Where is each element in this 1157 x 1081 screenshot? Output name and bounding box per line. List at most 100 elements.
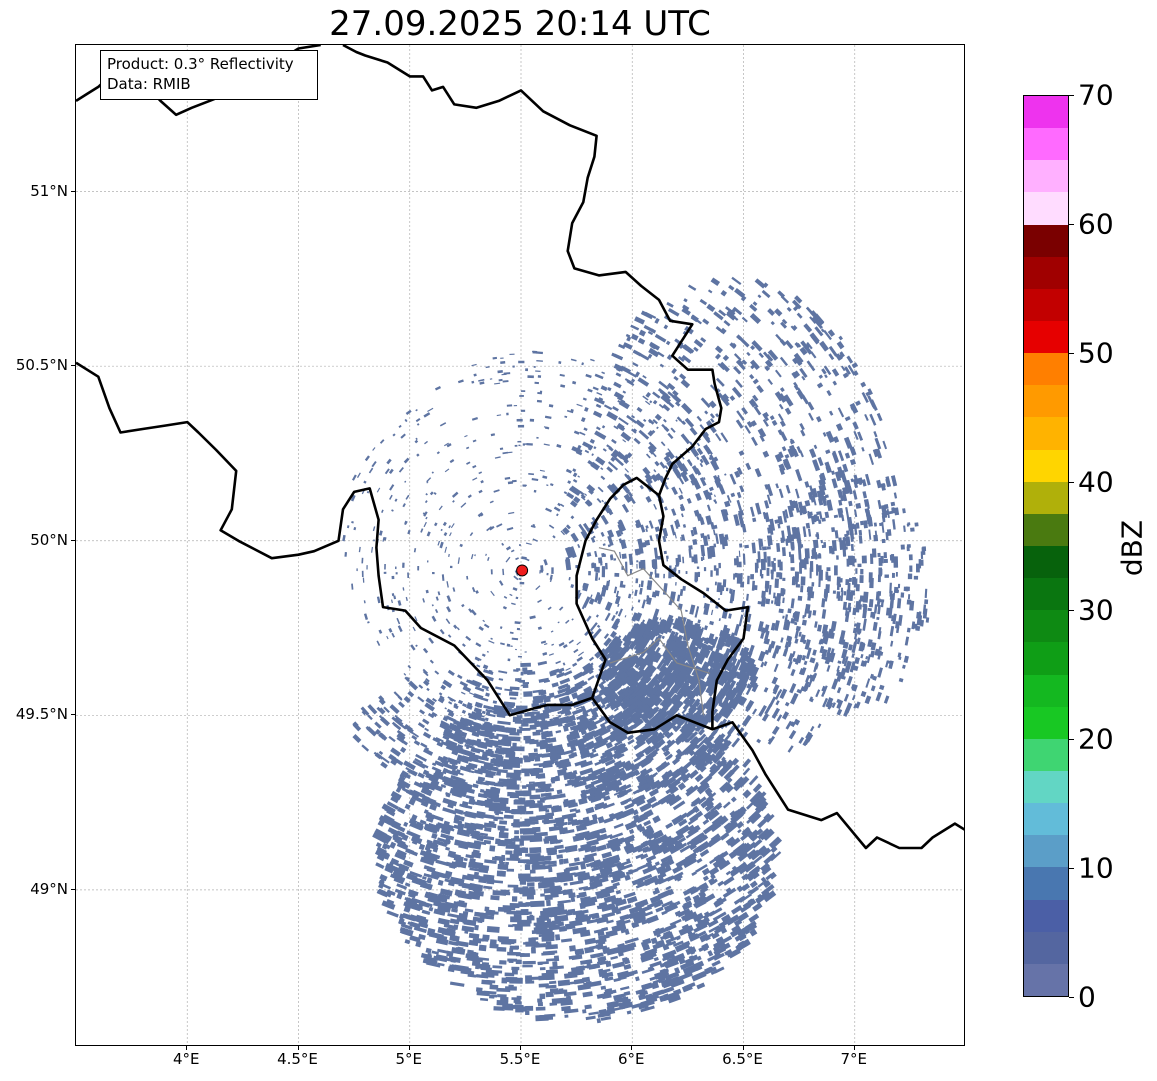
echo-cell: [414, 616, 418, 622]
echo-cell: [793, 370, 801, 378]
echo-cell: [775, 483, 779, 489]
echo-cell: [739, 485, 745, 493]
radar-map[interactable]: [75, 44, 965, 1046]
echo-cell: [630, 324, 640, 331]
echo-cell: [606, 444, 612, 450]
echo-cell: [788, 730, 797, 740]
echo-cell: [592, 386, 599, 391]
echo-cell: [528, 473, 535, 476]
echo-cell: [367, 704, 378, 715]
echo-cell: [535, 370, 541, 372]
echo-cell: [547, 908, 561, 916]
echo-cell: [417, 696, 425, 703]
echo-cell: [468, 798, 476, 805]
echo-cell: [659, 689, 670, 700]
echo-cell: [391, 632, 395, 638]
echo-cell: [715, 326, 721, 331]
echo-cell: [855, 502, 862, 509]
echo-cell: [685, 946, 697, 956]
echo-cell: [716, 582, 722, 593]
echo-cell: [373, 539, 375, 542]
echo-cell: [431, 832, 438, 840]
echo-cell: [518, 544, 521, 546]
echo-cell: [372, 447, 376, 451]
echo-cell: [501, 373, 507, 376]
echo-cell: [749, 313, 762, 324]
echo-cell: [553, 506, 561, 512]
echo-cell: [444, 468, 450, 473]
echo-cell: [521, 847, 526, 851]
echo-cell: [699, 462, 704, 468]
echo-cell: [815, 689, 821, 698]
echo-cell: [732, 659, 742, 675]
echo-cell: [516, 418, 523, 422]
echo-cell: [400, 433, 406, 439]
echo-cell: [610, 453, 617, 459]
echo-cell: [850, 543, 854, 552]
echo-cell: [778, 463, 786, 472]
echo-cell: [607, 529, 615, 539]
echo-cell: [555, 513, 559, 517]
echo-cell: [781, 446, 787, 452]
echo-cell: [560, 530, 566, 536]
echo-cell: [505, 546, 512, 551]
echo-cell: [549, 1002, 558, 1006]
echo-cell: [582, 1009, 587, 1014]
echo-cell: [725, 587, 729, 592]
echo-cell: [817, 456, 824, 467]
echo-cell: [867, 388, 873, 396]
echo-cell: [500, 361, 506, 364]
echo-cell: [452, 500, 455, 503]
echo-cell: [475, 656, 482, 661]
echo-cell: [671, 508, 677, 516]
echo-cell: [533, 489, 537, 493]
echo-cell: [734, 470, 741, 478]
echo-cell: [634, 589, 638, 597]
echo-cell: [750, 420, 758, 427]
echo-cell: [604, 988, 613, 996]
echo-cell: [397, 600, 402, 606]
echo-cell: [776, 714, 783, 722]
echo-cell: [585, 806, 595, 814]
echo-cell: [703, 477, 706, 481]
echo-cell: [726, 312, 735, 321]
echo-cell: [529, 802, 543, 809]
echo-cell: [682, 524, 687, 528]
echo-cell: [752, 708, 758, 715]
echo-cell: [833, 436, 840, 443]
echo-cell: [544, 415, 552, 419]
echo-cell: [803, 323, 813, 333]
echo-cell: [817, 624, 823, 632]
echo-cell: [658, 403, 665, 409]
echo-cell: [404, 521, 407, 526]
echo-cell: [434, 670, 440, 675]
echo-cell: [643, 629, 651, 636]
echo-cell: [615, 610, 619, 615]
echo-cell: [704, 410, 709, 415]
echo-cell: [488, 640, 495, 644]
echo-cell: [528, 752, 539, 758]
echo-cell: [563, 670, 573, 677]
echo-cell: [461, 709, 467, 714]
echo-cell: [505, 938, 517, 944]
echo-cell: [736, 555, 739, 568]
echo-cell: [782, 510, 788, 523]
echo-cell: [496, 523, 503, 528]
echo-cell: [683, 298, 688, 303]
echo-cell: [378, 629, 383, 634]
echo-cell: [478, 471, 482, 475]
echo-cell: [482, 619, 486, 623]
echo-cell: [678, 487, 683, 494]
echo-cell: [413, 740, 421, 746]
echo-cell: [734, 572, 738, 578]
echo-cell: [481, 697, 489, 702]
echo-cell: [720, 289, 728, 297]
echo-cell: [759, 434, 765, 442]
echo-cell: [647, 330, 654, 336]
echo-cell: [502, 380, 509, 383]
echo-cell: [685, 609, 688, 612]
echo-cell: [499, 826, 505, 832]
echo-cell: [752, 517, 757, 523]
echo-cell: [708, 400, 717, 409]
echo-cell: [715, 533, 719, 544]
